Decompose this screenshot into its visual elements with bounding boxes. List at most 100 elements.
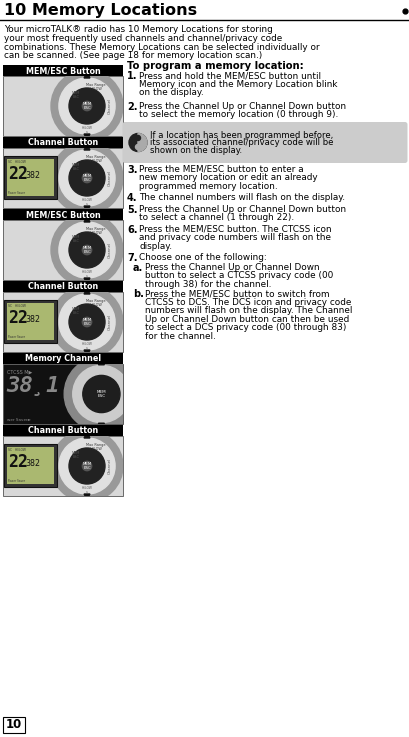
Bar (3, 364, 123, 424)
Text: 382: 382 (25, 315, 40, 324)
Bar (3, 76, 123, 136)
Polygon shape (84, 433, 90, 438)
Text: through 38) for the channel.: through 38) for the channel. (145, 279, 272, 288)
Circle shape (69, 88, 105, 124)
Text: 22: 22 (8, 309, 28, 326)
Polygon shape (99, 360, 104, 365)
Text: 38¸1: 38¸1 (6, 376, 59, 396)
Text: 10 Memory Locations: 10 Memory Locations (4, 3, 197, 18)
Text: Press the Channel Up or Channel Down: Press the Channel Up or Channel Down (145, 262, 319, 271)
Text: MEM/ESC Button: MEM/ESC Button (26, 66, 100, 75)
Bar (4, 444, 57, 487)
Text: 3.: 3. (127, 164, 137, 175)
Text: and privacy code numbers will flash on the: and privacy code numbers will flash on t… (139, 233, 331, 242)
Circle shape (51, 70, 123, 142)
Circle shape (64, 357, 139, 431)
Text: to select a DCS privacy code (00 through 83): to select a DCS privacy code (00 through… (145, 323, 346, 332)
Circle shape (82, 318, 92, 326)
Text: MEM
ESC: MEM ESC (72, 235, 80, 243)
Text: button to select a CTCSS privacy code (00: button to select a CTCSS privacy code (0… (145, 271, 333, 280)
Circle shape (51, 214, 123, 286)
Text: Press and hold the MEM/ESC button until: Press and hold the MEM/ESC button until (139, 71, 321, 80)
Text: 2.: 2. (127, 102, 137, 111)
Circle shape (51, 142, 123, 214)
Text: Press the Channel Up or Channel Down button: Press the Channel Up or Channel Down but… (139, 102, 346, 111)
Text: MEM
ESC: MEM ESC (72, 451, 80, 459)
Polygon shape (84, 145, 90, 150)
Text: Memory icon and the Memory Location blink: Memory icon and the Memory Location blin… (139, 80, 337, 88)
Bar (7, 447, 54, 484)
Bar (3, 65, 123, 76)
Text: 10: 10 (6, 719, 22, 732)
Circle shape (69, 232, 105, 268)
Text: 22: 22 (8, 453, 28, 471)
Text: To program a memory location:: To program a memory location: (127, 61, 304, 71)
Circle shape (51, 286, 123, 358)
Text: to select the memory location (0 through 9).: to select the memory location (0 through… (139, 110, 338, 119)
Text: b.: b. (133, 289, 144, 299)
Bar (3, 717, 25, 733)
Text: HI/LOW
S: HI/LOW S (81, 126, 92, 135)
Text: SC   HI/LOW: SC HI/LOW (8, 160, 26, 164)
Circle shape (82, 173, 92, 183)
Circle shape (69, 160, 105, 196)
Text: Memory Channel: Memory Channel (25, 354, 101, 363)
Bar (3, 292, 123, 352)
Text: Max Range
HI/LOW: Max Range HI/LOW (86, 83, 106, 91)
Circle shape (73, 366, 130, 422)
Text: HI/LOW
S: HI/LOW S (81, 486, 92, 495)
Text: Channel Button: Channel Button (28, 138, 98, 147)
Text: MEM
ESC: MEM ESC (82, 102, 92, 110)
Circle shape (83, 375, 120, 413)
Text: your most frequently used channels and channel/privacy code: your most frequently used channels and c… (4, 34, 282, 43)
Polygon shape (84, 278, 90, 283)
Text: Power Saver: Power Saver (8, 479, 25, 483)
Text: Channel Button: Channel Button (28, 282, 98, 291)
Text: Channel: Channel (108, 98, 112, 114)
Text: 1.: 1. (127, 71, 137, 81)
Text: programmed memory location.: programmed memory location. (139, 181, 278, 190)
Polygon shape (99, 423, 104, 428)
Text: Press the Channel Up or Channel Down button: Press the Channel Up or Channel Down but… (139, 204, 346, 214)
Text: 7.: 7. (127, 253, 137, 263)
Polygon shape (84, 73, 90, 78)
Polygon shape (84, 134, 90, 139)
Text: Channel: Channel (108, 314, 112, 330)
Text: If a location has been programmed before,: If a location has been programmed before… (150, 130, 333, 139)
Text: MEM
ESC: MEM ESC (72, 163, 80, 171)
Text: CTCSS M▶: CTCSS M▶ (7, 369, 32, 374)
Text: Max Range
HI/LOW: Max Range HI/LOW (86, 299, 106, 307)
Text: to select a channel (1 through 22).: to select a channel (1 through 22). (139, 213, 294, 222)
Text: numbers will flash on the display. The Channel: numbers will flash on the display. The C… (145, 306, 353, 315)
Bar (7, 158, 54, 196)
Polygon shape (84, 217, 90, 222)
Text: Channel: Channel (108, 170, 112, 186)
Text: HI/LOW
S: HI/LOW S (81, 342, 92, 351)
Text: Channel Button: Channel Button (28, 426, 98, 435)
Text: MEM
ESC: MEM ESC (72, 307, 80, 315)
Text: HI/LOW
S: HI/LOW S (81, 198, 92, 207)
Text: for the channel.: for the channel. (145, 332, 216, 340)
Text: wer Saver►: wer Saver► (7, 418, 31, 422)
Text: Press the MEM/ESC button to switch from: Press the MEM/ESC button to switch from (145, 289, 330, 298)
Polygon shape (84, 350, 90, 355)
FancyBboxPatch shape (123, 122, 407, 163)
Circle shape (59, 438, 115, 494)
Text: MEM
ESC: MEM ESC (97, 390, 106, 398)
Text: 382: 382 (25, 171, 40, 180)
Text: can be scanned. (See page 18 for memory location scan.): can be scanned. (See page 18 for memory … (4, 52, 262, 60)
Text: Choose one of the following:: Choose one of the following: (139, 253, 267, 262)
Bar (4, 156, 57, 199)
Text: 22: 22 (8, 165, 28, 183)
Text: 4.: 4. (127, 193, 137, 203)
Bar (3, 220, 123, 280)
Circle shape (59, 222, 115, 278)
Bar (3, 353, 123, 364)
Text: new memory location or edit an already: new memory location or edit an already (139, 173, 318, 182)
Polygon shape (84, 494, 90, 499)
Text: MEM
ESC: MEM ESC (82, 246, 92, 254)
Bar (3, 209, 123, 220)
Text: HI/LOW
S: HI/LOW S (81, 270, 92, 279)
Text: its associated channel/privacy code will be: its associated channel/privacy code will… (150, 139, 333, 147)
Text: 6.: 6. (127, 225, 137, 234)
